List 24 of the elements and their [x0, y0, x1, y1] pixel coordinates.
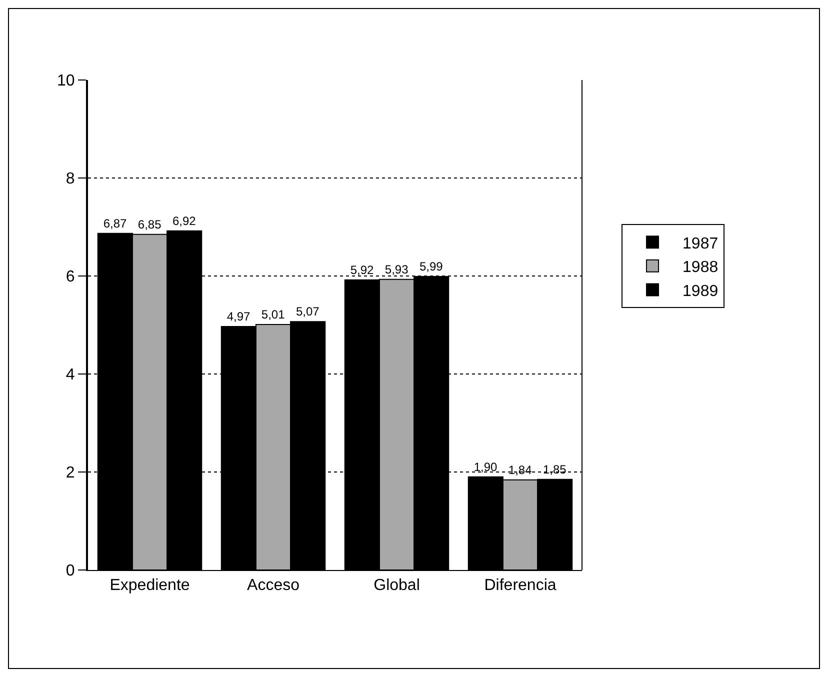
data-label: 1,84 [508, 462, 532, 477]
y-tick-label: 10 [57, 72, 75, 90]
data-label: 6,85 [138, 217, 162, 232]
data-label: 5,01 [261, 308, 286, 322]
data-label: 5,99 [419, 259, 444, 274]
data-label: 5,93 [384, 262, 409, 276]
y-tick-label: 8 [66, 170, 75, 188]
x-tick-label: Diferencia [484, 577, 556, 594]
y-tick-label: 6 [66, 268, 75, 286]
legend-label: 1988 [682, 259, 718, 276]
data-label: 4,97 [226, 309, 251, 324]
data-label: 5,07 [296, 304, 320, 319]
data-label: 1,90 [474, 460, 498, 474]
legend-label: 1989 [682, 282, 718, 300]
data-label: 6,87 [103, 216, 128, 230]
y-tick-label: 4 [66, 366, 75, 384]
y-tick-label: 0 [66, 562, 75, 580]
y-tick-label: 2 [66, 464, 75, 482]
x-tick-label: Global [374, 577, 420, 594]
data-label: 6,92 [172, 214, 196, 228]
data-label: 5,92 [350, 262, 374, 277]
legend-label: 1987 [682, 235, 718, 252]
x-tick-label: Acceso [247, 577, 300, 594]
x-tick-label: Expediente [110, 577, 190, 594]
